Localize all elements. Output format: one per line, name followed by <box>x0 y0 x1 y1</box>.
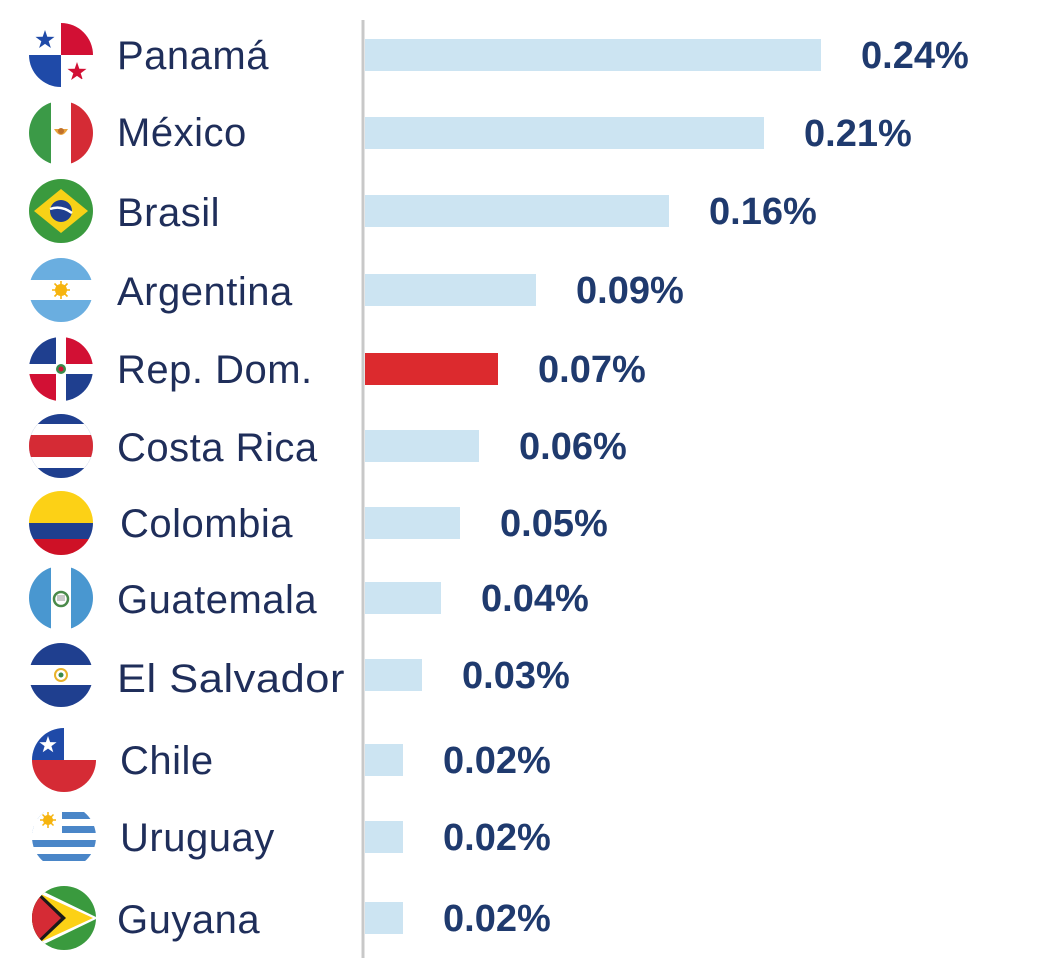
el-salvador-flag-icon <box>29 643 93 707</box>
category-label-uruguay: Uruguay <box>120 816 275 860</box>
value-label-guatemala: 0.04% <box>481 578 589 620</box>
value-label-costa-rica: 0.06% <box>519 426 627 468</box>
value-label-argentina: 0.09% <box>576 270 684 312</box>
value-label-el-salvador: 0.03% <box>462 655 570 697</box>
category-label-argentina: Argentina <box>117 270 293 314</box>
category-label-mexico: México <box>117 111 247 155</box>
category-label-rep-dom: Rep. Dom. <box>117 348 313 392</box>
uruguay-flag-icon <box>32 805 96 869</box>
category-label-panama: Panamá <box>117 34 269 78</box>
argentina-flag-icon <box>29 258 93 322</box>
category-label-brasil: Brasil <box>117 191 220 235</box>
value-labels-group: 0.24% 0.21% 0.16% 0.09% 0.07% 0.06% 0.05% 0.04%… <box>443 35 969 940</box>
bar-argentina <box>365 274 536 306</box>
bar-panama <box>365 39 821 71</box>
bars-group <box>365 39 821 934</box>
chile-flag-icon <box>32 728 96 792</box>
bar-guyana <box>365 902 403 934</box>
category-label-costa-rica: Costa Rica <box>117 426 318 470</box>
bar-chile <box>365 744 403 776</box>
costa-rica-flag-icon <box>29 414 93 478</box>
bar-colombia <box>365 507 460 539</box>
bar-rep-dom <box>365 353 498 385</box>
category-label-chile: Chile <box>120 739 214 783</box>
guatemala-flag-icon <box>29 566 93 630</box>
bar-el-salvador <box>365 659 422 691</box>
bar-uruguay <box>365 821 403 853</box>
brazil-flag-icon <box>29 179 93 243</box>
category-label-guyana: Guyana <box>117 898 260 942</box>
category-label-el-salvador: El Salvador <box>117 657 345 701</box>
bar-guatemala <box>365 582 441 614</box>
guyana-flag-icon <box>32 886 96 950</box>
bar-brasil <box>365 195 669 227</box>
value-label-brasil: 0.16% <box>709 191 817 233</box>
value-label-uruguay: 0.02% <box>443 817 551 859</box>
category-label-guatemala: Guatemala <box>117 578 317 622</box>
value-label-chile: 0.02% <box>443 740 551 782</box>
category-label-colombia: Colombia <box>120 502 293 546</box>
mexico-flag-icon <box>29 101 93 165</box>
dominican-republic-flag-icon <box>29 337 93 401</box>
panama-flag-icon <box>29 23 93 87</box>
value-label-guyana: 0.02% <box>443 898 551 940</box>
value-label-rep-dom: 0.07% <box>538 349 646 391</box>
value-label-colombia: 0.05% <box>500 503 608 545</box>
bar-costa-rica <box>365 430 479 462</box>
value-label-mexico: 0.21% <box>804 113 912 155</box>
bar-mexico <box>365 117 764 149</box>
value-label-panama: 0.24% <box>861 35 969 77</box>
colombia-flag-icon <box>29 491 93 555</box>
